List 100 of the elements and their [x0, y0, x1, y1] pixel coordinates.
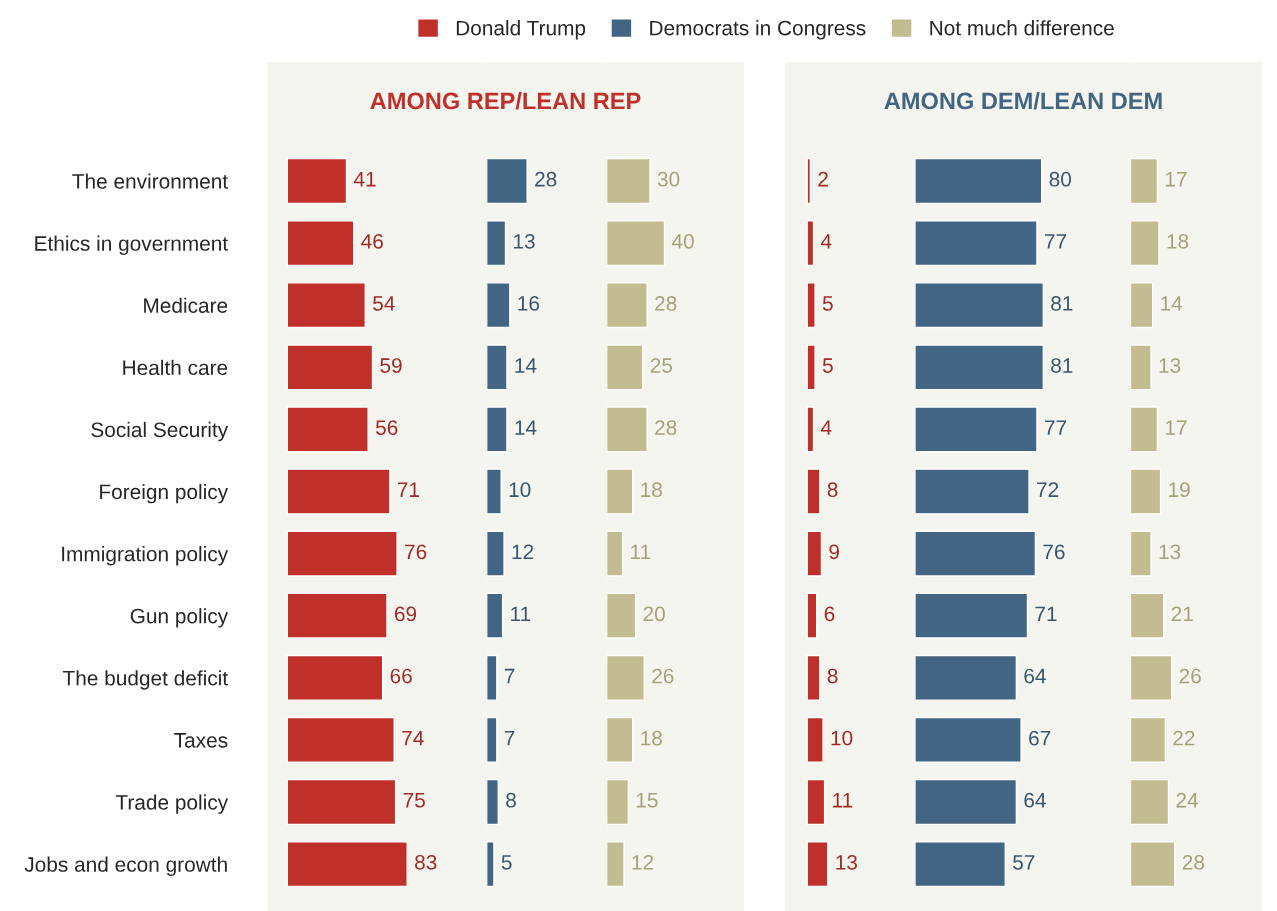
- data-label: 6: [824, 606, 835, 622]
- data-label: 13: [1159, 544, 1181, 560]
- chart-title: AMONG DEM/LEAN DEM: [884, 92, 1162, 110]
- data-label: 71: [1035, 606, 1057, 622]
- data-label: 4: [820, 420, 832, 435]
- data-label: 11: [511, 606, 531, 622]
- bar: [286, 530, 398, 577]
- data-label: 11: [631, 544, 651, 559]
- bar: [606, 344, 644, 391]
- data-label: 54: [373, 296, 395, 311]
- data-label: 64: [1024, 668, 1046, 684]
- data-label: 16: [518, 296, 540, 311]
- data-label: 18: [641, 482, 662, 498]
- y-tick-label: Gun policy: [130, 608, 229, 628]
- data-label: 30: [657, 171, 680, 187]
- data-label: 24: [1176, 792, 1199, 808]
- bar: [914, 406, 1038, 453]
- data-label: 41: [353, 172, 376, 187]
- data-label: 17: [1165, 420, 1187, 435]
- bar: [286, 157, 348, 205]
- data-label: 19: [1169, 482, 1190, 498]
- data-label: 14: [515, 420, 537, 435]
- data-label: 7: [504, 668, 515, 684]
- bar: [914, 157, 1043, 205]
- bar: [914, 592, 1029, 639]
- bar: [486, 530, 505, 577]
- bar: [606, 716, 634, 763]
- bar: [806, 654, 821, 701]
- data-label: 15: [636, 793, 658, 808]
- data-label: 10: [831, 730, 853, 746]
- data-label: 11: [833, 793, 853, 808]
- bar: [486, 654, 498, 701]
- bar: [806, 592, 818, 639]
- data-label: 17: [1165, 172, 1187, 187]
- data-label: 13: [836, 854, 857, 870]
- data-label: 81: [1051, 296, 1073, 311]
- data-label: 67: [1029, 730, 1051, 746]
- bar: [806, 841, 829, 888]
- data-label: 12: [512, 544, 534, 559]
- bar: [1130, 841, 1176, 888]
- data-label: 81: [1051, 358, 1073, 373]
- data-label: 2: [818, 171, 828, 187]
- data-label: 59: [380, 358, 402, 373]
- data-label: 9: [829, 544, 839, 560]
- bar: [914, 282, 1045, 329]
- data-label: 64: [1024, 792, 1046, 808]
- bar: [606, 468, 634, 515]
- y-tick-label: Jobs and econ growth: [24, 856, 227, 876]
- bar: [286, 406, 369, 453]
- legend-label: Not much difference: [930, 20, 1114, 36]
- bar: [606, 841, 625, 888]
- data-label: 10: [509, 482, 531, 498]
- bar: [286, 344, 374, 391]
- bar: [1130, 468, 1162, 515]
- data-label: 69: [394, 606, 417, 622]
- data-label: 14: [515, 358, 537, 373]
- data-label: 8: [827, 668, 838, 684]
- data-label: 5: [501, 855, 512, 870]
- text: AMONG REP/LEAN REP: [370, 92, 641, 110]
- data-label: 74: [402, 730, 424, 746]
- bar: [606, 530, 624, 577]
- bar: [806, 716, 824, 763]
- bar: [606, 406, 648, 453]
- bar: [1130, 157, 1159, 205]
- bar: [286, 220, 355, 267]
- bar: [806, 468, 821, 515]
- bar: [1130, 716, 1167, 763]
- y-tick-label: The budget deficit: [62, 670, 228, 690]
- bar: [286, 841, 408, 888]
- bar: [286, 282, 366, 329]
- bar: [914, 654, 1018, 701]
- bar: [606, 282, 648, 329]
- bar: [486, 778, 499, 826]
- data-label: 22: [1173, 730, 1195, 746]
- bar: [486, 282, 511, 329]
- data-label: 66: [390, 668, 412, 684]
- bar: [914, 468, 1030, 515]
- data-label: 71: [397, 482, 419, 497]
- y-tick-label: Health care: [123, 359, 228, 376]
- bar: [606, 778, 630, 826]
- data-label: 13: [1159, 358, 1181, 373]
- bar: [606, 592, 637, 639]
- bar: [1130, 592, 1165, 639]
- bar: [606, 654, 645, 701]
- bar: [286, 716, 395, 763]
- y-tick-label: Trade policy: [115, 794, 229, 814]
- y-tick-label: Foreign policy: [100, 483, 229, 504]
- y-tick-label: The environment: [72, 173, 228, 189]
- data-label: 18: [1167, 233, 1189, 249]
- y-tick-label: Taxes: [174, 733, 228, 748]
- data-label: 25: [650, 358, 673, 373]
- bar: [1130, 530, 1152, 577]
- bar: [1130, 344, 1152, 391]
- data-label: 20: [643, 606, 665, 622]
- y-tick-label: Medicare: [144, 297, 228, 313]
- legend-label: Donald Trump: [456, 20, 586, 40]
- data-label: 5: [822, 296, 833, 311]
- bar: [486, 592, 504, 639]
- bar: [286, 592, 388, 639]
- data-label: 8: [827, 482, 838, 498]
